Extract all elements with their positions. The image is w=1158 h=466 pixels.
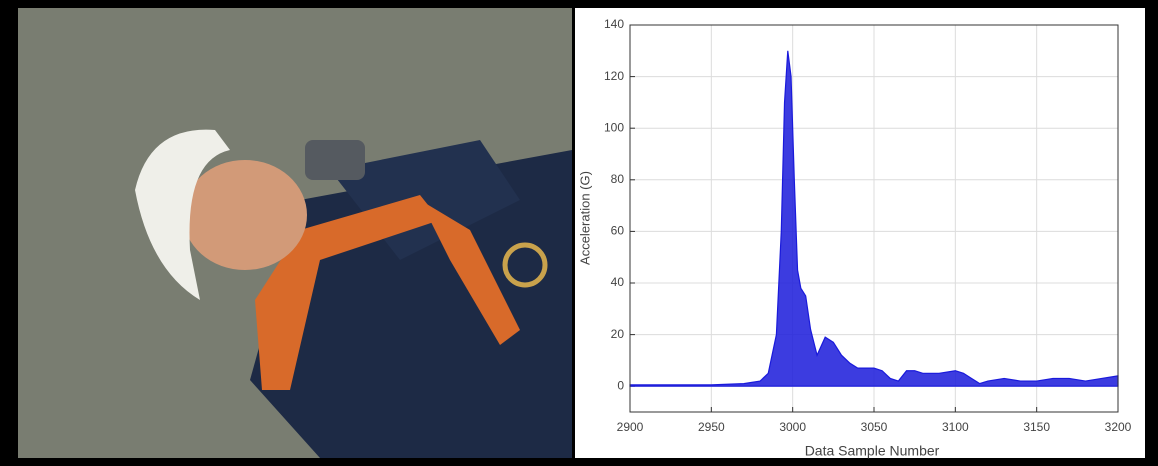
screenshot: 0 20 40 60 80 100 120 140 2900 2950 3000 3050 3100 31…: [0, 0, 1158, 466]
x-tick-label: 3100: [942, 420, 969, 434]
x-tick-label: 3000: [779, 420, 806, 434]
y-tick-label: 60: [611, 224, 625, 238]
photo: [18, 8, 572, 458]
x-axis-label: Data Sample Number: [805, 443, 940, 459]
x-tick-label: 3200: [1105, 420, 1132, 434]
x-tick-label: 3150: [1023, 420, 1050, 434]
x-tick-label: 2950: [698, 420, 725, 434]
y-tick-label: 120: [604, 69, 624, 83]
x-tick-label: 2900: [617, 420, 644, 434]
y-axis-label: Acceleration (G): [577, 171, 592, 265]
y-tick-label: 40: [611, 275, 625, 289]
y-tick-label: 100: [604, 120, 624, 134]
y-tick-label: 140: [604, 17, 624, 31]
y-tick-label: 20: [611, 327, 625, 341]
y-tick-label: 0: [617, 378, 624, 392]
plot: 0 20 40 60 80 100 120 140 2900 2950 3000 3050 3100 31…: [604, 17, 1132, 434]
y-tick-label: 80: [611, 172, 625, 186]
x-tick-label: 3050: [861, 420, 888, 434]
